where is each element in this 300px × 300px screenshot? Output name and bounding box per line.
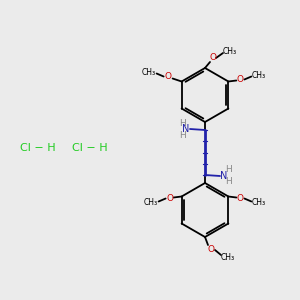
Text: H: H: [178, 118, 185, 127]
Text: O: O: [166, 194, 173, 203]
Text: H: H: [178, 130, 185, 140]
Text: O: O: [237, 75, 244, 84]
Text: O: O: [164, 72, 171, 81]
Text: Cl − H: Cl − H: [72, 143, 108, 153]
Text: CH₃: CH₃: [251, 198, 266, 207]
Text: O: O: [208, 244, 214, 253]
Text: Cl − H: Cl − H: [20, 143, 56, 153]
Text: CH₃: CH₃: [144, 198, 158, 207]
Text: N: N: [182, 124, 190, 134]
Text: CH₃: CH₃: [142, 68, 156, 77]
Text: CH₃: CH₃: [251, 71, 266, 80]
Text: H: H: [225, 166, 231, 175]
Text: H: H: [225, 178, 231, 187]
Text: CH₃: CH₃: [221, 253, 235, 262]
Text: N: N: [220, 171, 228, 181]
Text: O: O: [209, 53, 217, 62]
Text: O: O: [237, 194, 244, 203]
Text: CH₃: CH₃: [223, 47, 237, 56]
